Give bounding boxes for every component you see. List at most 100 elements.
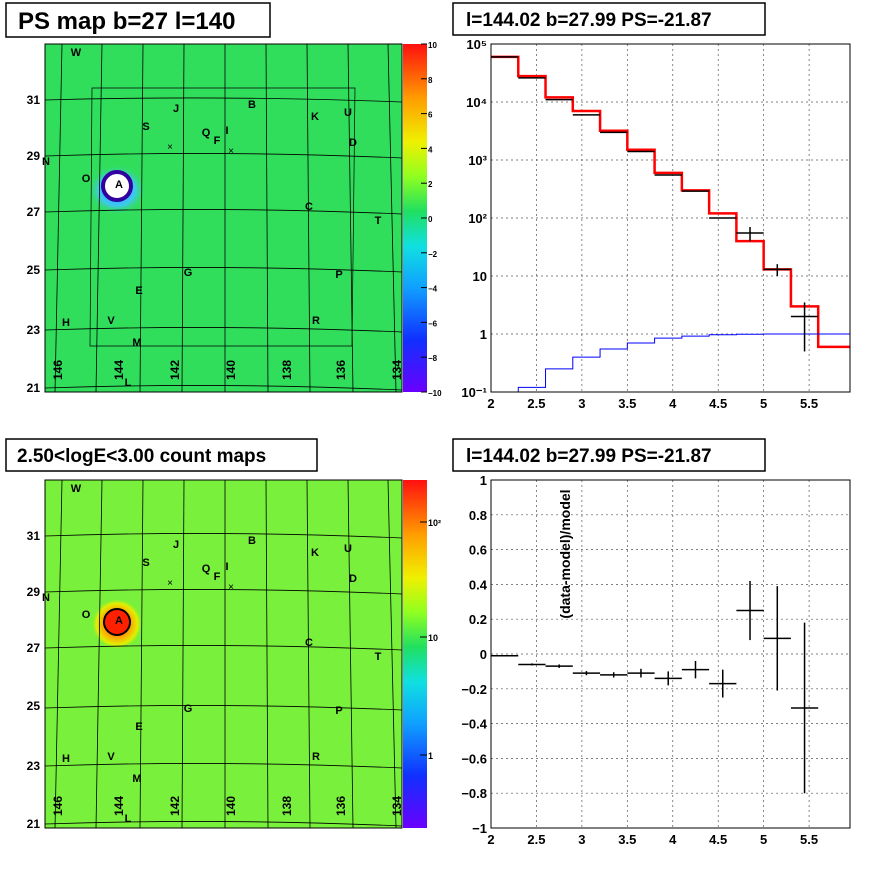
map-x-tick-label: 142 [168, 796, 182, 816]
spectrum-x-tick-label: 2 [487, 396, 494, 411]
spectrum-series [491, 55, 850, 393]
map-region-label: Q [202, 563, 211, 575]
map-region-label: S [142, 121, 149, 133]
colorbar-tick-label: −6 [428, 319, 438, 328]
count-map-grid [44, 479, 403, 829]
spectrum-panel: l=144.02 b=27.99 PS=-21.87 10⁵10⁴10³10²1… [452, 2, 851, 411]
ps-map-texture [45, 44, 402, 392]
map-region-label: B [248, 535, 256, 547]
count-map-colorbar [403, 480, 427, 828]
spectrum-x-ticks: 2 2.5 3 3.5 4 4.5 5 5.5 [487, 396, 818, 411]
ps-map-frame [44, 43, 403, 393]
map-x-tick-label: 140 [224, 360, 238, 380]
map-region-label: N [42, 592, 50, 604]
map-region-label: I [225, 561, 228, 573]
residual-x-ticks: 2 2.5 3 3.5 4 4.5 5 5.5 [487, 832, 818, 847]
map-region-label: U [344, 543, 352, 555]
spectrum-y-ticks: 10⁵ 10⁴ 10³ 10² 10 1 10⁻¹ [461, 37, 487, 400]
count-map-title: 2.50<logE<3.00 count maps [17, 446, 266, 467]
residual-y-tick-label: 0.8 [469, 508, 487, 523]
map-region-label: E [135, 285, 142, 297]
map-x-tick-label: 142 [168, 360, 182, 380]
map-region-label: M [132, 337, 141, 349]
map-region-label: D [349, 137, 357, 149]
map-region-label: U [344, 107, 352, 119]
residual-x-tick-label: 4.5 [709, 832, 727, 847]
map-region-label: J [173, 103, 179, 115]
map-region-label: I [225, 125, 228, 137]
spectrum-y-tick-label: 10⁻¹ [461, 385, 487, 400]
map-y-tick-label: 25 [27, 263, 41, 277]
residual-y-tick-label: −1 [472, 821, 487, 836]
map-x-tick-label: 138 [280, 360, 294, 380]
map-region-label: R [312, 751, 320, 763]
spectrum-title-box [452, 2, 766, 36]
map-region-label: W [71, 47, 82, 59]
count-map-plot [45, 480, 402, 828]
ps-map-labels: W J B S Q IF K U D N O A C T G P E H V R M L × × [42, 47, 382, 389]
colorbar-tick-label: 8 [428, 76, 433, 85]
map-x-tick-label: 134 [390, 360, 404, 380]
map-region-label: O [82, 173, 91, 185]
map-region-label: W [71, 483, 82, 495]
colorbar-tick-label: 10 [428, 633, 438, 643]
colorbar-tick-label: 1 [428, 751, 433, 761]
residual-x-tick-label: 5 [760, 832, 767, 847]
map-region-label: C [305, 201, 313, 213]
map-y-tick-label: 27 [27, 205, 41, 219]
map-region-label: B [248, 99, 256, 111]
residual-y-tick-label: −0.8 [461, 786, 487, 801]
map-y-tick-label: 31 [27, 93, 41, 107]
residual-y-tick-label: 0.2 [469, 612, 487, 627]
ps-map-colorbar-ticks: 10 8 6 4 2 0 −2 −4 −6 −8 −10 [421, 41, 442, 398]
map-cross-marker: × [167, 578, 173, 589]
ps-map-y-ticks: 31 29 27 25 23 21 [27, 93, 41, 395]
spectrum-x-tick-label: 4 [669, 396, 677, 411]
map-y-tick-label: 27 [27, 641, 41, 655]
background-step-line [491, 333, 850, 393]
residual-frame [490, 479, 851, 829]
map-x-tick-label: 146 [51, 796, 65, 816]
spectrum-y-tick-label: 10² [468, 211, 487, 226]
map-region-label: L [125, 813, 132, 825]
colorbar-tick-label: 2 [428, 180, 433, 189]
map-y-tick-label: 29 [27, 149, 41, 163]
map-x-tick-label: 140 [224, 796, 238, 816]
residual-points [491, 580, 819, 794]
map-region-label: E [135, 721, 142, 733]
ps-map-plot [45, 44, 402, 392]
residual-y-axis-label: (data-model)/model [557, 489, 573, 618]
map-region-label: S [142, 557, 149, 569]
map-region-label: G [184, 703, 193, 715]
count-map-title-box [5, 438, 318, 472]
spectrum-y-tick-label: 10 [473, 269, 487, 284]
map-y-tick-label: 25 [27, 699, 41, 713]
residual-title: l=144.02 b=27.99 PS=-21.87 [466, 446, 712, 467]
residual-x-tick-label: 3 [578, 832, 585, 847]
map-region-label: V [107, 315, 115, 327]
count-map-colorbar-ticks: 10² 10 1 [420, 518, 441, 761]
ps-map-x-ticks: 146 144 142 140 138 136 134 [51, 360, 404, 380]
residual-y-tick-label: 0.4 [469, 577, 488, 592]
spectrum-y-tick-label: 10³ [468, 153, 487, 168]
map-cross-marker: × [228, 582, 234, 593]
spectrum-x-tick-label: 4.5 [709, 396, 727, 411]
residual-x-tick-label: 5.5 [800, 832, 818, 847]
spectrum-x-tick-label: 5 [760, 396, 767, 411]
map-x-tick-label: 144 [112, 796, 126, 816]
map-y-tick-label: 23 [27, 759, 41, 773]
map-y-tick-label: 29 [27, 585, 41, 599]
map-region-label: Q [202, 127, 211, 139]
map-x-tick-label: 136 [334, 360, 348, 380]
colorbar-tick-label: 0 [428, 215, 433, 224]
ps-map-title-box [5, 2, 271, 38]
colorbar-tick-label: 10² [428, 518, 441, 528]
map-region-label: A [115, 615, 123, 627]
map-region-label: J [173, 539, 179, 551]
colorbar-tick-label: −8 [428, 354, 438, 363]
map-y-tick-label: 31 [27, 529, 41, 543]
ps-map-panel: PS map b=27 l=140 10 8 6 4 2 0 −2 −4 −6 −8 −10 [5, 2, 442, 398]
map-cross-marker: × [167, 142, 173, 153]
map-region-label: P [335, 705, 342, 717]
